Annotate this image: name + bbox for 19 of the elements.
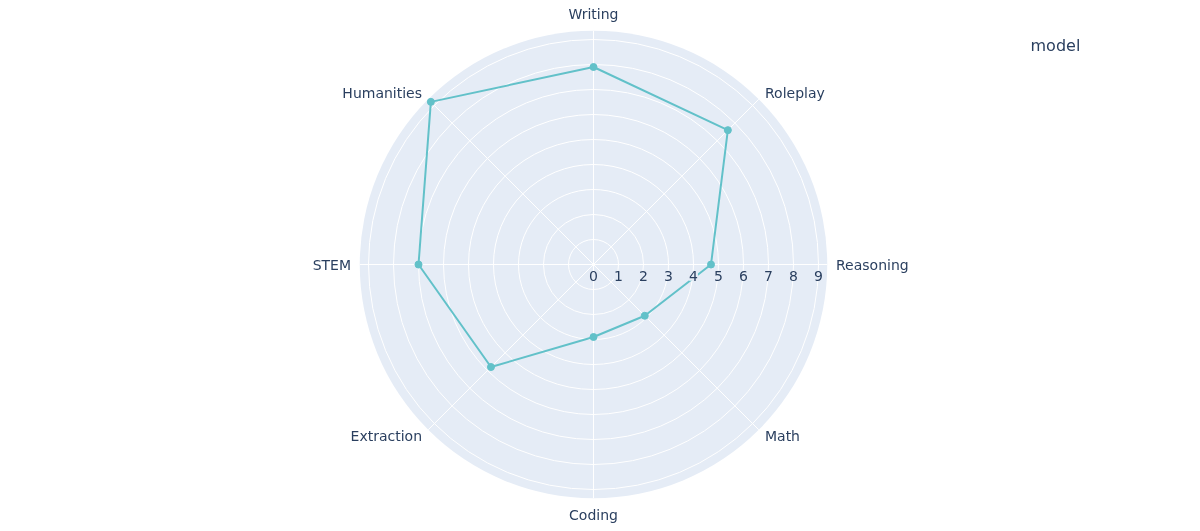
y-tick-label: 4 <box>689 267 699 284</box>
spoke-label: Humanities <box>342 85 423 102</box>
spoke-label: Reasoning <box>836 256 909 273</box>
spoke-label: STEM <box>312 256 352 273</box>
y-tick-label: 8 <box>789 267 798 284</box>
spoke-label: Extraction <box>350 427 423 444</box>
spoke-label: Math <box>764 427 800 444</box>
legend-title: model <box>1030 36 1081 55</box>
y-tick-label: 9 <box>814 267 823 284</box>
y-tick-label: 7 <box>764 267 773 284</box>
spoke-label: Roleplay <box>764 85 825 102</box>
spoke-label: Writing <box>568 6 619 22</box>
y-tick-label: 3 <box>664 267 673 284</box>
y-tick-label: 5 <box>714 267 723 284</box>
y-tick-label: 0 <box>589 267 598 284</box>
y-tick-label: 1 <box>614 267 623 284</box>
spoke-label: Coding <box>569 507 618 523</box>
y-tick-label: 6 <box>739 267 749 284</box>
y-tick-label: 2 <box>639 267 648 284</box>
